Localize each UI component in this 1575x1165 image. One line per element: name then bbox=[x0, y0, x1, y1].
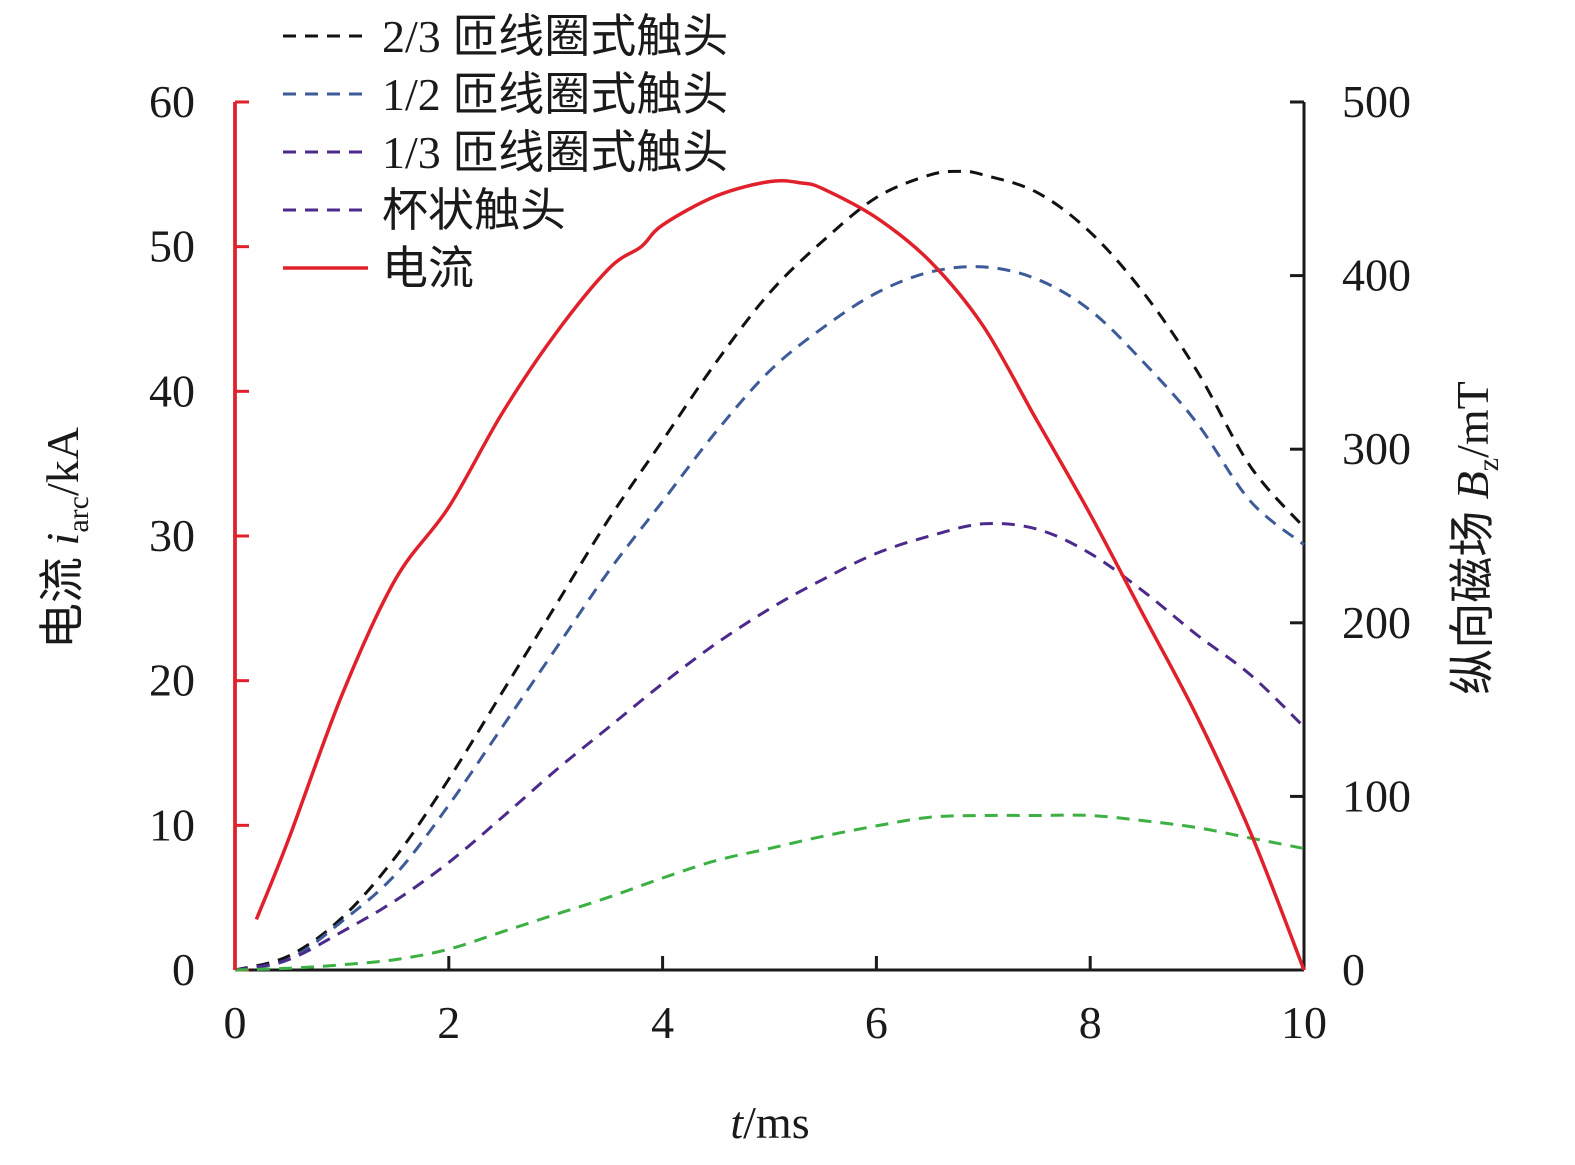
title-variable: B bbox=[1447, 471, 1498, 499]
title-subscript: arc bbox=[62, 496, 95, 533]
legend-label-1: 1/2 匝线圈式触头 bbox=[382, 69, 728, 120]
x-tick-label: 10 bbox=[1281, 997, 1327, 1048]
y-left-tick-label: 10 bbox=[149, 799, 195, 850]
y-right-tick-label: 400 bbox=[1342, 250, 1411, 301]
y-left-tick-label: 0 bbox=[172, 944, 195, 995]
x-tick-label: 4 bbox=[651, 997, 674, 1048]
legend-label-0: 2/3 匝线圈式触头 bbox=[382, 11, 728, 62]
y-left-tick-label: 40 bbox=[149, 365, 195, 416]
y-right-tick-label: 500 bbox=[1342, 76, 1411, 127]
y-right-tick-label: 300 bbox=[1342, 423, 1411, 474]
y-left-tick-label: 30 bbox=[149, 510, 195, 561]
axis-titles: t/ms 电流 iarc/kA 纵向磁场 Bz/mT bbox=[37, 381, 1505, 1148]
x-axis-title: t/ms bbox=[730, 1097, 809, 1148]
series-layer bbox=[233, 102, 1306, 972]
title-unit: /kA bbox=[37, 427, 88, 496]
y-right-tick-label: 0 bbox=[1342, 944, 1365, 995]
y-right-tick-label: 200 bbox=[1342, 597, 1411, 648]
legend-label-3: 杯状触头 bbox=[382, 185, 566, 236]
y-right-axis-title: 纵向磁场 Bz/mT bbox=[1447, 381, 1505, 695]
series-line-2 bbox=[234, 521, 1306, 972]
y-left-tick-label: 20 bbox=[149, 655, 195, 706]
title-subscript: z bbox=[1472, 458, 1505, 471]
title-variable: t bbox=[730, 1097, 744, 1148]
x-tick-label: 6 bbox=[865, 997, 888, 1048]
legend-label-4: 电流 bbox=[382, 243, 474, 294]
y-left-tick-label: 50 bbox=[149, 221, 195, 272]
title-unit: /mT bbox=[1447, 381, 1498, 458]
y-right-tick-label: 100 bbox=[1342, 770, 1411, 821]
legend-label-2: 1/3 匝线圈式触头 bbox=[382, 127, 728, 178]
title-prefix: 电流 bbox=[37, 545, 88, 649]
x-tick-label: 2 bbox=[437, 997, 460, 1048]
x-tick-label: 0 bbox=[224, 997, 247, 1048]
y-left-tick-label: 60 bbox=[149, 76, 195, 127]
x-tick-label: 8 bbox=[1079, 997, 1102, 1048]
title-unit: /ms bbox=[743, 1097, 809, 1148]
y-left-axis-title: 电流 iarc/kA bbox=[37, 427, 95, 649]
title-variable: i bbox=[37, 533, 88, 546]
series-line-1 bbox=[234, 265, 1305, 972]
series-line-4 bbox=[254, 178, 1306, 971]
series-line-3 bbox=[234, 813, 1305, 972]
title-prefix: 纵向磁场 bbox=[1447, 499, 1498, 695]
